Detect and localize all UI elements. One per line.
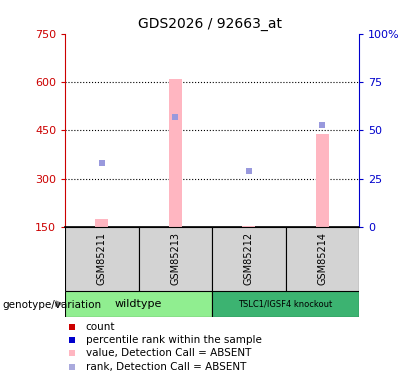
Polygon shape bbox=[56, 301, 62, 306]
Text: percentile rank within the sample: percentile rank within the sample bbox=[86, 335, 262, 345]
Text: count: count bbox=[86, 322, 115, 332]
Text: GSM85213: GSM85213 bbox=[171, 232, 180, 285]
Bar bbox=[212, 227, 286, 291]
Bar bbox=[212, 291, 359, 317]
Text: TSLC1/IGSF4 knockout: TSLC1/IGSF4 knockout bbox=[239, 299, 333, 308]
Text: GSM85214: GSM85214 bbox=[318, 232, 327, 285]
Bar bbox=[65, 291, 212, 317]
Text: GSM85212: GSM85212 bbox=[244, 232, 254, 285]
Text: wildtype: wildtype bbox=[115, 299, 162, 309]
Text: rank, Detection Call = ABSENT: rank, Detection Call = ABSENT bbox=[86, 362, 246, 372]
Text: GDS2026 / 92663_at: GDS2026 / 92663_at bbox=[138, 17, 282, 31]
Bar bbox=[139, 227, 212, 291]
Bar bbox=[169, 79, 182, 227]
Bar bbox=[95, 219, 108, 227]
Text: genotype/variation: genotype/variation bbox=[2, 300, 101, 309]
Bar bbox=[316, 134, 329, 227]
Bar bbox=[242, 226, 255, 227]
Text: GSM85211: GSM85211 bbox=[97, 232, 107, 285]
Bar bbox=[65, 227, 139, 291]
Text: value, Detection Call = ABSENT: value, Detection Call = ABSENT bbox=[86, 348, 251, 358]
Bar bbox=[286, 227, 359, 291]
